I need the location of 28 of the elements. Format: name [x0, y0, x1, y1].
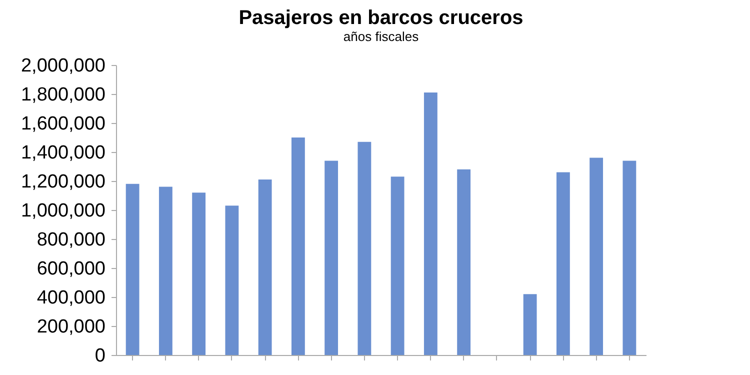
- chart-title: Pasajeros en barcos cruceros: [238, 7, 524, 29]
- bar: [590, 158, 604, 355]
- bar: [556, 172, 570, 355]
- y-tick-label: 1,800,000: [20, 84, 106, 106]
- bar: [126, 184, 140, 355]
- bar: [225, 206, 239, 355]
- y-tick-label: 200,000: [36, 316, 106, 338]
- bar: [192, 192, 206, 355]
- bar: [457, 169, 471, 355]
- y-tick-label: 2,000,000: [20, 56, 106, 76]
- y-tick-label: 0: [94, 346, 106, 366]
- bar: [158, 186, 172, 355]
- y-tick-label: 1,400,000: [20, 142, 106, 164]
- bar: [390, 176, 404, 355]
- bar: [622, 160, 636, 355]
- bar: [324, 160, 338, 355]
- y-tick-label: 600,000: [36, 258, 106, 280]
- y-tick-label: 1,000,000: [20, 200, 106, 222]
- bar: [358, 142, 372, 355]
- y-tick-label: 800,000: [36, 230, 106, 250]
- bar: [523, 294, 537, 355]
- bar: [258, 180, 272, 355]
- chart-subtitle: años fiscales: [343, 29, 420, 44]
- bar: [424, 92, 438, 355]
- y-tick-label: 1,600,000: [20, 114, 106, 134]
- y-tick-label: 400,000: [36, 288, 106, 308]
- y-tick-label: 1,200,000: [20, 172, 106, 192]
- bar: [291, 138, 305, 355]
